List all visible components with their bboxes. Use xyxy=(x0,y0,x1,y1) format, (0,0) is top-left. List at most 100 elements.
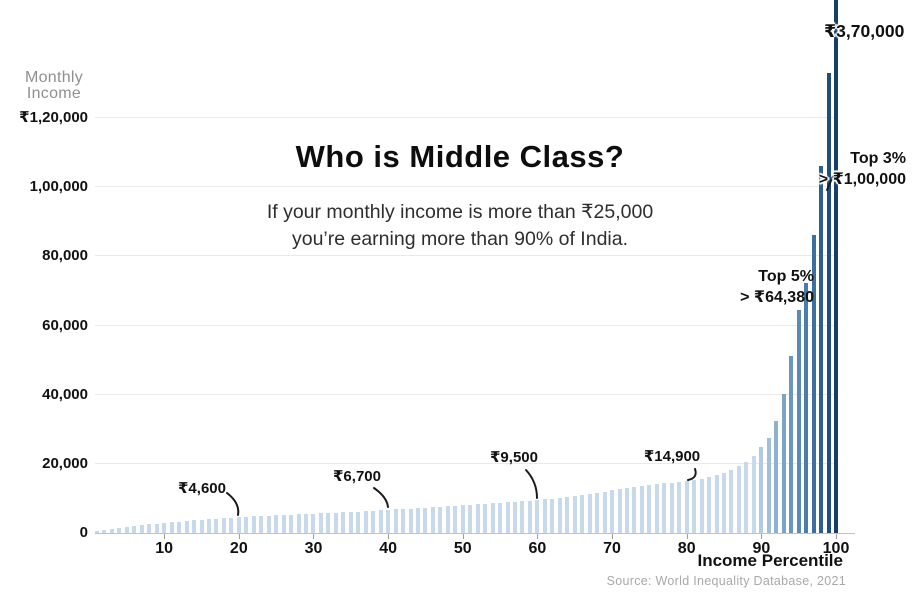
y-axis-title: Monthly Income xyxy=(14,70,94,102)
x-tick-label: 100 xyxy=(822,540,850,557)
bar xyxy=(460,505,465,533)
bar xyxy=(371,510,376,533)
bar xyxy=(572,496,577,533)
bar xyxy=(326,512,331,533)
bar xyxy=(669,482,674,533)
x-tick-label: 40 xyxy=(379,540,397,557)
bar xyxy=(341,512,346,533)
annotation-p20: ₹4,600 xyxy=(178,480,226,497)
annotation-top5: Top 5% > ₹64,380 xyxy=(684,266,814,308)
x-tick xyxy=(388,534,390,539)
bar xyxy=(796,310,801,533)
y-tick-label: 60,000 xyxy=(42,316,88,334)
bar xyxy=(826,73,831,533)
gridline xyxy=(95,324,838,326)
bar xyxy=(654,483,659,533)
bar xyxy=(729,470,734,533)
bar xyxy=(333,512,338,533)
bar xyxy=(759,446,764,533)
bar xyxy=(714,475,719,533)
bar xyxy=(587,494,592,533)
gridline xyxy=(95,255,838,257)
bar xyxy=(274,515,279,533)
x-tick xyxy=(836,534,837,539)
bar xyxy=(430,507,435,533)
bar xyxy=(102,530,107,533)
gridline xyxy=(95,117,838,118)
x-tick-label: 30 xyxy=(304,540,323,557)
x-tick-label: 10 xyxy=(155,540,174,557)
x-tick xyxy=(761,534,763,539)
source-note: Source: World Inequality Database, 2021 xyxy=(606,574,846,588)
bar xyxy=(214,518,219,533)
bar xyxy=(154,523,159,533)
x-tick-label: 50 xyxy=(453,540,472,557)
bar xyxy=(684,481,689,533)
bar xyxy=(393,509,398,533)
bar xyxy=(505,502,510,533)
bar xyxy=(266,515,271,533)
bar xyxy=(386,509,391,533)
bar xyxy=(199,519,204,533)
chart-subtitle-line2: you’re earning more than 90% of India. xyxy=(291,228,629,250)
x-tick-label: 90 xyxy=(752,540,771,557)
x-tick xyxy=(612,534,614,539)
bar xyxy=(192,520,197,533)
y-tick-label: 1,00,000 xyxy=(29,178,88,196)
bar xyxy=(251,516,256,533)
bar xyxy=(811,234,816,533)
bar xyxy=(774,420,779,533)
bar xyxy=(356,511,361,533)
y-tick-label: 40,000 xyxy=(42,385,88,403)
bar xyxy=(722,472,727,533)
x-tick xyxy=(686,534,688,539)
bar xyxy=(647,484,652,533)
bar xyxy=(580,495,585,533)
bar xyxy=(438,506,443,533)
bar xyxy=(632,486,637,533)
bar xyxy=(147,524,152,533)
bar xyxy=(804,282,809,533)
bar xyxy=(177,521,182,533)
bar xyxy=(513,501,518,533)
bar xyxy=(639,485,644,533)
bar xyxy=(244,516,249,533)
bar xyxy=(445,506,450,533)
bar xyxy=(348,511,353,533)
gridline xyxy=(95,186,838,188)
bar xyxy=(236,517,241,533)
bar xyxy=(401,509,406,533)
y-tick-label: ₹1,20,000 xyxy=(19,109,88,126)
bar xyxy=(408,508,413,533)
bar xyxy=(781,393,786,533)
bar xyxy=(259,516,264,533)
bar xyxy=(662,483,667,533)
bar xyxy=(423,507,428,533)
bar xyxy=(475,504,480,533)
bar xyxy=(378,510,383,533)
y-axis-title-line2: Income xyxy=(26,85,82,102)
bar xyxy=(483,503,488,533)
chart-subtitle-line1: If your monthly income is more than ₹25,… xyxy=(266,201,654,223)
bar xyxy=(707,477,712,533)
x-tick-label: 70 xyxy=(603,540,621,557)
bar xyxy=(206,519,211,533)
bar xyxy=(699,479,704,533)
x-tick xyxy=(462,534,464,539)
bar xyxy=(535,500,540,533)
annotation-top3-line2: > ₹1,00,000 xyxy=(818,171,906,188)
y-tick-label: 80,000 xyxy=(42,247,88,265)
chart-subtitle: If your monthly income is more than ₹25,… xyxy=(220,199,700,253)
bar xyxy=(304,513,308,533)
bar xyxy=(162,523,167,533)
x-tick xyxy=(164,534,166,539)
bar xyxy=(557,497,562,533)
bar xyxy=(296,514,301,533)
annotation-p60: ₹9,500 xyxy=(490,449,538,466)
bar xyxy=(124,527,129,533)
x-tick-label: 60 xyxy=(528,540,547,557)
bar xyxy=(527,500,532,533)
bar xyxy=(95,531,99,533)
bar xyxy=(677,482,682,533)
